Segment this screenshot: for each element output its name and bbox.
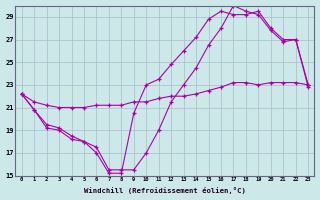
- X-axis label: Windchill (Refroidissement éolien,°C): Windchill (Refroidissement éolien,°C): [84, 187, 246, 194]
